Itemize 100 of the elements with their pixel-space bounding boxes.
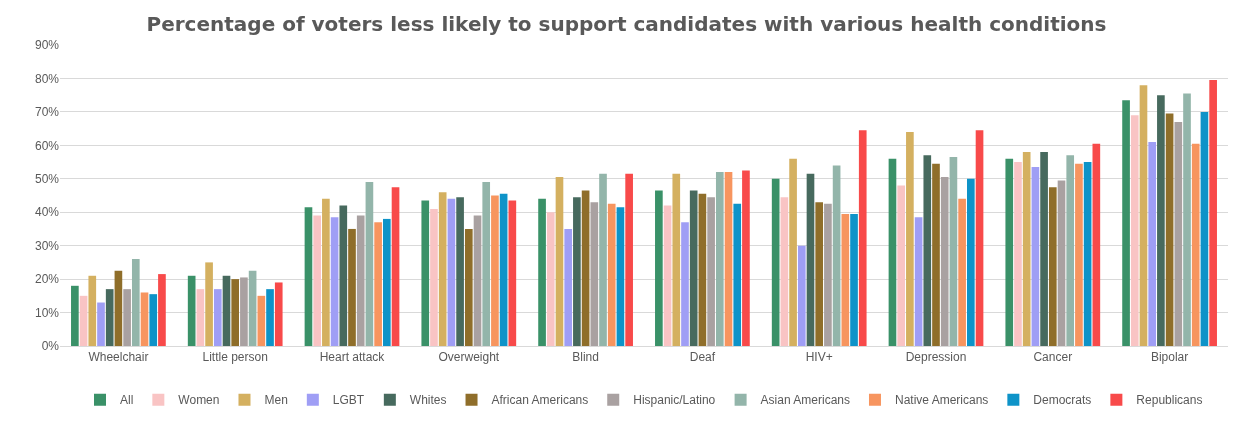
bar [114, 270, 123, 346]
y-tick-label: 60% [34, 138, 60, 153]
bar [196, 289, 205, 346]
bar [1092, 143, 1101, 346]
x-tick-label: Overweight [438, 350, 500, 365]
bar [1048, 187, 1057, 346]
bar [797, 245, 806, 346]
bar [79, 295, 88, 346]
bar [1031, 167, 1040, 346]
y-tick-label: 0% [41, 339, 60, 354]
bar [213, 289, 222, 346]
bar [538, 198, 546, 346]
bar [1165, 113, 1174, 346]
bar [949, 157, 958, 346]
bar [105, 289, 114, 346]
bar [421, 200, 430, 346]
bar [1040, 152, 1048, 346]
bar [780, 197, 789, 346]
bar [248, 270, 257, 346]
bar [304, 207, 313, 346]
bar [625, 173, 633, 346]
y-tick-label: 10% [34, 305, 60, 320]
bar [1148, 141, 1157, 346]
x-tick-label: Bipolar [1150, 350, 1189, 365]
bar [482, 182, 491, 346]
bar [707, 197, 715, 346]
bar [923, 155, 932, 346]
bar [88, 275, 97, 346]
bar [715, 172, 724, 346]
bar [698, 193, 707, 346]
bar [1183, 93, 1191, 346]
bar [932, 163, 940, 346]
bar [1014, 162, 1022, 346]
bar [430, 208, 438, 346]
bar [581, 190, 590, 346]
bar [607, 203, 616, 346]
bar [266, 289, 274, 346]
bar [131, 259, 140, 346]
bar [1005, 158, 1014, 346]
bar [391, 187, 400, 346]
x-tick-label: Cancer [1033, 350, 1073, 365]
bar [1122, 100, 1130, 346]
x-tick-label: Deaf [689, 350, 716, 365]
bar [742, 170, 750, 346]
bar [438, 192, 447, 346]
bar [1157, 95, 1165, 346]
bar [383, 218, 391, 346]
bar [473, 215, 482, 346]
bar [123, 289, 131, 346]
bar [491, 195, 499, 346]
bar [1083, 162, 1092, 346]
bar [914, 217, 923, 346]
bar [222, 275, 231, 346]
bar [97, 302, 105, 346]
y-tick-label: 30% [34, 238, 60, 253]
bar [374, 222, 382, 346]
bar [958, 198, 966, 346]
legend-label: LGBT [332, 393, 365, 408]
bar [841, 213, 850, 346]
bar [140, 292, 149, 346]
bar [663, 205, 672, 346]
bar [365, 182, 374, 346]
bar [356, 215, 365, 346]
bar [724, 172, 733, 346]
bar [1200, 111, 1209, 346]
bar [1066, 155, 1075, 346]
legend-label: Hispanic/Latino [633, 393, 716, 408]
x-tick-label: HIV+ [805, 350, 833, 365]
bar [815, 202, 824, 346]
x-tick-label: Little person [202, 350, 268, 365]
bar [1075, 163, 1083, 346]
bar [858, 130, 867, 346]
bar [689, 190, 698, 346]
y-tick-label: 80% [34, 71, 60, 86]
bar [499, 193, 508, 346]
bar [940, 177, 949, 346]
bar [274, 282, 283, 346]
bar [1174, 121, 1183, 346]
bar [1022, 152, 1031, 346]
x-tick-label: Heart attack [319, 350, 386, 365]
legend-label: All [120, 393, 134, 408]
bar [464, 228, 473, 346]
bar [681, 222, 689, 346]
bar [339, 205, 348, 346]
y-tick-label: 90% [34, 38, 60, 53]
bar [1057, 180, 1066, 346]
bar [456, 197, 464, 346]
bar [655, 190, 663, 346]
bar [564, 228, 573, 346]
legend-label: Women [178, 393, 220, 408]
x-tick-label: Depression [905, 350, 967, 365]
chart-title: Percentage of voters less likely to support candidates with various health conditions [146, 12, 1107, 37]
legend-label: Democrats [1033, 393, 1092, 408]
bar [205, 262, 213, 346]
bar [850, 213, 858, 346]
bar [508, 200, 517, 346]
bar [555, 177, 564, 346]
bar [672, 173, 681, 346]
bar [733, 203, 742, 346]
bar [257, 295, 266, 346]
